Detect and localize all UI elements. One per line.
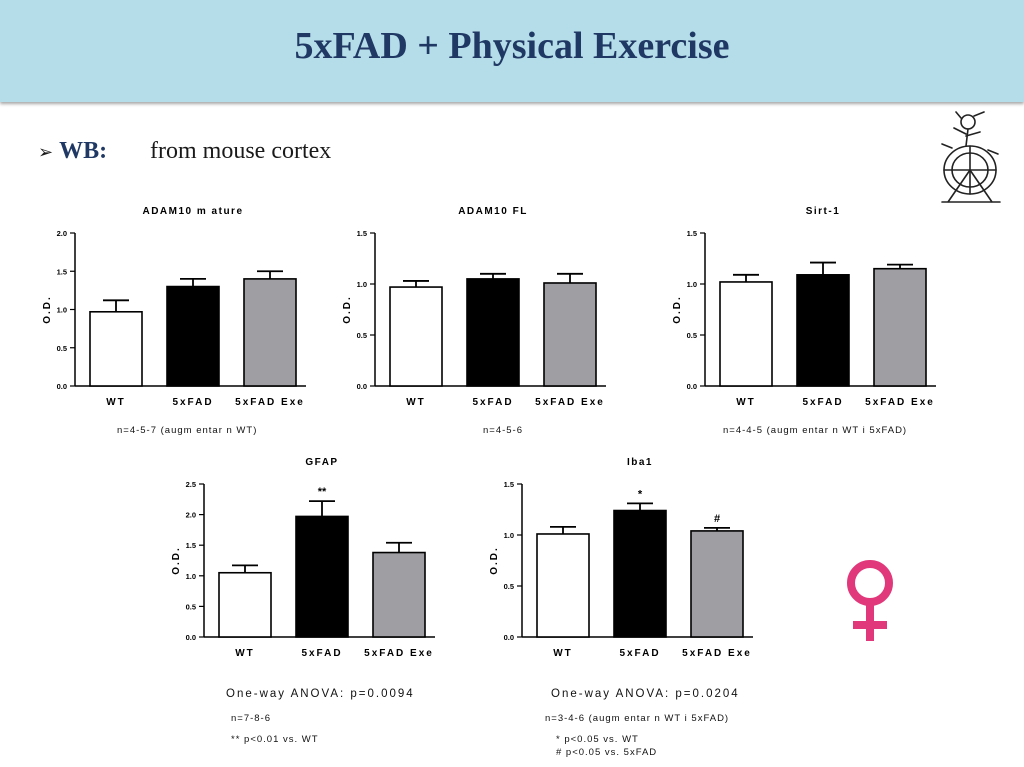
bar-wt	[536, 533, 590, 638]
y-tick-label: 0.5	[687, 331, 697, 340]
bar-5xfad	[466, 278, 520, 387]
x-tick-label: WT	[406, 397, 426, 408]
y-axis-label: O.D.	[171, 546, 182, 575]
x-tick-label: 5xFAD Exe	[682, 648, 752, 659]
y-axis-label: O.D.	[342, 295, 353, 324]
y-tick-label: 2.0	[57, 229, 67, 238]
x-tick-label: 5xFAD	[172, 397, 213, 408]
y-tick-label: 1.5	[186, 541, 196, 550]
note-gfap-sig: ** p<0.01 vs. WT	[231, 734, 319, 745]
bar-5xfad-exe	[873, 267, 927, 387]
chart-sirt1: Sirt-1 O.D. 0.0 0.5 1.0 1.5 WT 5xFAD 5xFAD Exe	[672, 206, 936, 408]
y-tick-label: 0.0	[57, 382, 67, 391]
bar-5xfad-exe	[543, 282, 597, 387]
y-tick-label: 1.0	[57, 306, 67, 315]
y-tick-label: 1.0	[687, 280, 697, 289]
note-iba1-anova: One-way ANOVA: p=0.0204	[551, 688, 740, 700]
chart-adam10-mature: ADAM10 m ature O.D. 0.0 0.5 1.0 1.5 2.0 WT 5xFAD…	[42, 206, 306, 408]
significance-marker: **	[318, 486, 327, 498]
bar-5xfad	[613, 509, 667, 638]
note-iba1-sig2: # p<0.05 vs. 5xFAD	[556, 747, 658, 758]
bar-5xfad	[796, 274, 850, 387]
section-heading: ➢ WB: from mouse cortex	[38, 138, 331, 165]
y-tick-label: 0.5	[57, 344, 67, 353]
chart-title: ADAM10 m ature	[142, 206, 243, 217]
chart-title: Iba1	[627, 457, 653, 468]
bar-5xfad	[295, 515, 349, 638]
y-tick-label: 1.5	[687, 229, 697, 238]
y-tick-label: 2.0	[186, 511, 196, 520]
x-tick-label: WT	[736, 397, 756, 408]
chart-adam10-fl: ADAM10 FL O.D. 0.0 0.5 1.0 1.5 WT 5xFAD 5xFAD Ex…	[342, 206, 606, 408]
chart-iba1: Iba1 O.D. 0.0 0.5 1.0 1.5 WT 5xFAD * 5xFAD Exe #	[489, 457, 753, 659]
y-tick-label: 2.5	[186, 480, 196, 489]
chart-title: ADAM10 FL	[458, 206, 528, 217]
x-tick-label: 5xFAD Exe	[364, 648, 434, 659]
x-tick-label: WT	[106, 397, 126, 408]
y-tick-label: 0.0	[687, 382, 697, 391]
y-tick-label: 1.5	[357, 229, 367, 238]
y-tick-label: 1.0	[186, 572, 196, 581]
bar-5xfad	[166, 285, 220, 387]
y-tick-label: 0.0	[504, 633, 514, 642]
chart-title: GFAP	[305, 457, 338, 468]
y-tick-label: 1.0	[504, 531, 514, 540]
x-tick-label: 5xFAD Exe	[865, 397, 935, 408]
note-gfap-n: n=7-8-6	[231, 713, 272, 724]
x-tick-label: 5xFAD	[619, 648, 660, 659]
y-tick-label: 0.5	[504, 582, 514, 591]
note-iba1-sig1: * p<0.05 vs. WT	[556, 734, 639, 745]
note-sirt1-n: n=4-4-5 (augm entar n WT i 5xFAD)	[723, 425, 908, 436]
y-tick-label: 0.5	[357, 331, 367, 340]
title-bar: 5xFAD + Physical Exercise	[0, 0, 1024, 102]
x-tick-label: 5xFAD	[802, 397, 843, 408]
x-tick-label: 5xFAD Exe	[535, 397, 605, 408]
significance-marker: #	[714, 513, 720, 525]
section-label: WB:	[59, 138, 108, 164]
x-tick-label: 5xFAD Exe	[235, 397, 305, 408]
y-tick-label: 0.0	[357, 382, 367, 391]
x-tick-label: WT	[235, 648, 255, 659]
y-axis-label: O.D.	[489, 546, 500, 575]
y-axis-label: O.D.	[672, 295, 683, 324]
chart-title: Sirt-1	[806, 206, 841, 217]
note-iba1-n: n=3-4-6 (augm entar n WT i 5xFAD)	[545, 713, 730, 724]
bar-5xfad-exe	[372, 551, 426, 638]
x-tick-label: 5xFAD	[301, 648, 342, 659]
x-tick-label: 5xFAD	[472, 397, 513, 408]
section-source: from mouse cortex	[150, 138, 332, 164]
bar-wt	[389, 286, 443, 387]
page-title: 5xFAD + Physical Exercise	[294, 25, 730, 67]
y-tick-label: 1.5	[504, 480, 514, 489]
bar-wt	[89, 310, 143, 387]
note-gfap-anova: One-way ANOVA: p=0.0094	[226, 688, 415, 700]
x-tick-label: WT	[553, 648, 573, 659]
bar-5xfad-exe	[690, 530, 744, 638]
y-tick-label: 0.5	[186, 602, 196, 611]
bar-wt	[719, 281, 773, 387]
note-adam10-fl-n: n=4-5-6	[483, 425, 524, 436]
y-tick-label: 0.0	[186, 633, 196, 642]
female-symbol-icon	[847, 560, 893, 641]
y-tick-label: 1.5	[57, 267, 67, 276]
y-tick-label: 1.0	[357, 280, 367, 289]
y-axis-label: O.D.	[42, 295, 53, 324]
significance-marker: *	[638, 488, 643, 500]
note-adam10-mature-n: n=4-5-7 (augm entar n WT)	[117, 425, 258, 436]
bullet-arrow-icon: ➢	[38, 142, 54, 162]
bar-5xfad-exe	[243, 278, 297, 387]
mascot-icon	[941, 111, 1001, 203]
bar-wt	[218, 571, 272, 638]
chart-gfap: GFAP O.D. 0.0 0.5 1.0 1.5 2.0 2.5 WT 5xFAD ** 5xFAD…	[171, 457, 435, 659]
